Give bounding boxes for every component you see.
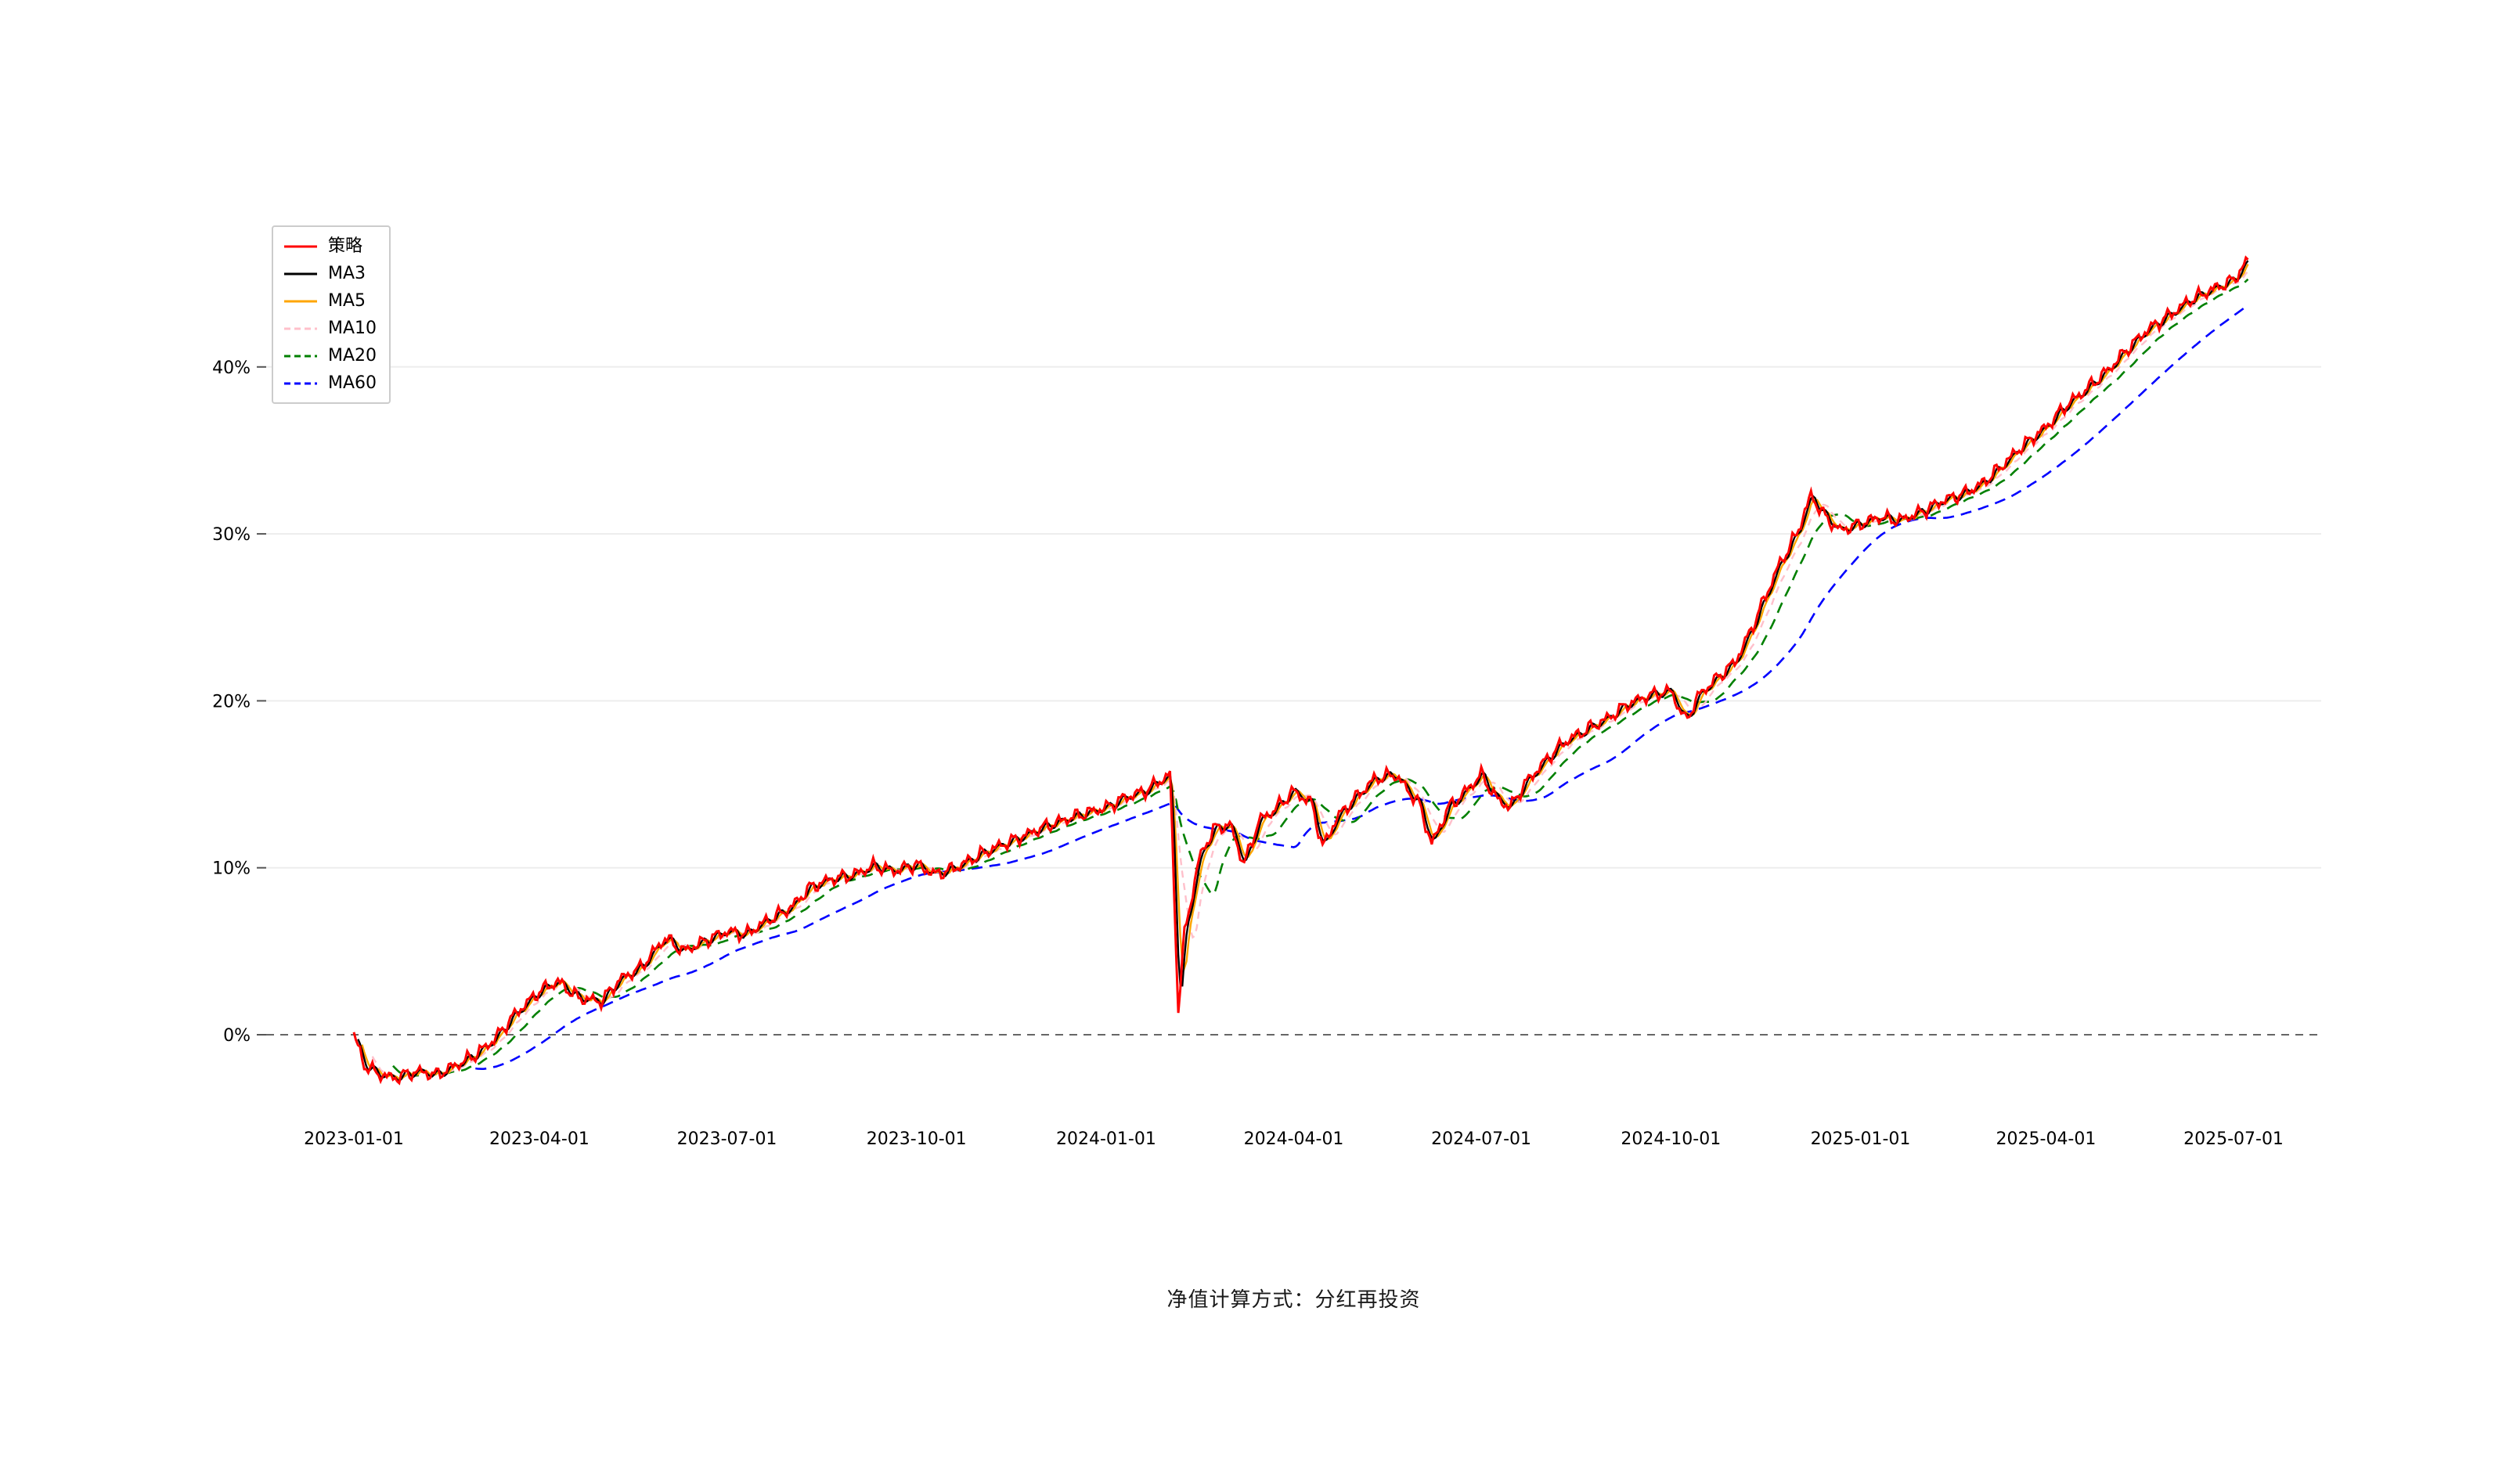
legend-label-ma20: MA20 <box>328 345 377 366</box>
legend-label-ma3: MA3 <box>328 263 366 283</box>
x-tick-label: 2024-04-01 <box>1244 1129 1344 1149</box>
series-line-strategy <box>352 255 2249 1086</box>
legend-line-sample-ma20 <box>284 355 317 357</box>
series-line-ma3 <box>357 260 2249 1082</box>
x-tick-label: 2023-04-01 <box>489 1129 589 1149</box>
series-line-ma60 <box>475 304 2249 1070</box>
x-tick-label: 2024-01-01 <box>1056 1129 1156 1149</box>
x-tick-label: 2023-07-01 <box>677 1129 777 1149</box>
legend-label-strategy: 策略 <box>328 236 363 256</box>
legend-item-ma20: MA20 <box>283 343 377 369</box>
y-tick-label: 20% <box>212 692 251 711</box>
x-tick-label: 2025-01-01 <box>1811 1129 1911 1149</box>
legend-line-sample-ma3 <box>284 272 317 275</box>
legend-item-ma3: MA3 <box>283 261 377 286</box>
legend-item-ma10: MA10 <box>283 315 377 341</box>
x-tick-label: 2025-07-01 <box>2183 1129 2284 1149</box>
legend-label-ma10: MA10 <box>328 318 377 338</box>
y-tick-label: 30% <box>212 525 251 545</box>
legend-item-ma5: MA5 <box>283 288 377 314</box>
legend-item-strategy: 策略 <box>283 233 377 259</box>
x-tick-label: 2024-07-01 <box>1431 1129 1531 1149</box>
x-tick-label: 2024-10-01 <box>1621 1129 1721 1149</box>
legend-line-sample-ma10 <box>284 327 317 330</box>
legend: 策略 MA3 MA5 MA10 MA20 MA60 <box>272 225 391 404</box>
series-line-ma20 <box>392 278 2249 1077</box>
x-tick-label: 2025-04-01 <box>1996 1129 2097 1149</box>
series-line-ma10 <box>371 271 2249 1079</box>
y-tick-label: 0% <box>223 1026 251 1046</box>
legend-line-sample-ma5 <box>284 300 317 302</box>
legend-label-ma60: MA60 <box>328 373 377 393</box>
y-tick-label: 10% <box>212 859 251 879</box>
legend-item-ma60: MA60 <box>283 370 377 396</box>
series-line-ma5 <box>361 263 2249 1080</box>
chart-caption: 净值计算方式：分红再投资 <box>1166 1288 1421 1312</box>
legend-line-sample-strategy <box>284 245 317 247</box>
x-tick-label: 2023-10-01 <box>867 1129 967 1149</box>
x-tick-label: 2023-01-01 <box>304 1129 404 1149</box>
y-tick-label: 40% <box>212 358 251 378</box>
legend-label-ma5: MA5 <box>328 290 366 311</box>
legend-line-sample-ma60 <box>284 382 317 384</box>
